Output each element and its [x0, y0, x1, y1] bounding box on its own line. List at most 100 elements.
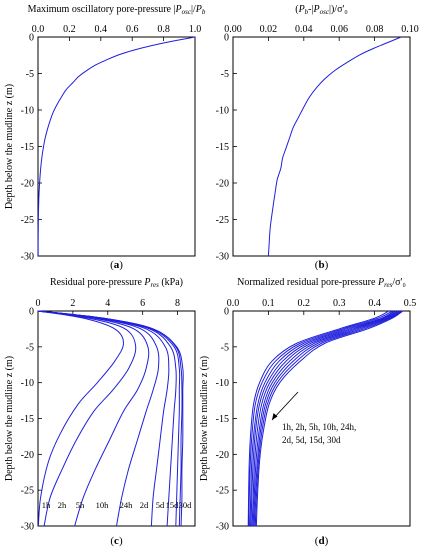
x-tick-label: 0 [36, 298, 41, 309]
panel-a: 0.0 0.2 0.4 0.6 0.8 1.0 0 -5 -10 -15 -20 -25 -30 Maxi… [4, 4, 206, 271]
series-line-15d [37, 310, 183, 527]
x-axis-title: (Pb-|Posc|)/σ'₀ [295, 4, 348, 16]
y-tick-label: -25 [21, 486, 34, 497]
y-tick-label: -5 [26, 69, 34, 80]
x-tick-label: 6 [140, 298, 145, 309]
x-tick-label: 0.4 [368, 298, 381, 309]
series-line [267, 36, 402, 257]
y-axis-title: Depth below the mudline z (m) [4, 356, 15, 481]
y-tick-label: -20 [216, 179, 229, 190]
x-tick-label: 0.2 [63, 24, 76, 35]
panel-d: 0.0 0.1 0.2 0.3 0.4 0.5 0 -5 -10 -15 -20 -25 -30 Norm… [199, 277, 416, 547]
series-line-24h [251, 310, 398, 527]
series-line-5d [37, 310, 181, 527]
y-axis-title: Depth below the mudline z (m) [199, 356, 210, 481]
series-label-15d: 15d [166, 500, 180, 510]
x-tick-label: 0.2 [298, 298, 311, 309]
x-tick-label: 0.3 [333, 298, 346, 309]
series-line-30d [37, 310, 184, 527]
x-tick-label: 0.0 [32, 24, 45, 35]
y-tick-label: -25 [21, 215, 34, 226]
annotation-text: 2d, 5d, 15d, 30d [282, 435, 341, 445]
annotation-arrow-line [271, 391, 299, 421]
y-tick-label: -30 [216, 252, 229, 263]
panel-c: 0 2 4 6 8 0 -5 -10 -15 -20 -25 -30 Residual pore-pre… [4, 277, 196, 547]
x-axis-title: Maximum oscillatory pore-pressure |Posc|… [28, 4, 206, 16]
y-axis-title: Depth below the mudline z (m) [4, 84, 15, 209]
y-tick-label: -20 [21, 179, 34, 190]
x-axis-title: Normalized residual pore-pressure Pres/σ… [237, 277, 406, 289]
y-tick-label: 0 [224, 33, 229, 44]
x-tick-label: 8 [175, 298, 180, 309]
y-tick-label: -20 [21, 450, 34, 461]
panel-label: (c) [110, 535, 123, 547]
series-line-10h [37, 310, 160, 527]
plot-frame [232, 36, 411, 257]
x-tick-label: 0.5 [404, 298, 417, 309]
y-tick-label: -15 [21, 142, 34, 153]
x-tick-label: 0.02 [260, 24, 278, 35]
series-label-2d: 2d [140, 500, 149, 510]
y-tick-label: 0 [224, 307, 229, 318]
y-tick-label: -25 [216, 486, 229, 497]
y-tick-label: -25 [216, 215, 229, 226]
x-tick-label: 0.04 [295, 24, 313, 35]
series-line-10h [250, 310, 397, 527]
x-axis-title: Residual pore-pressure Pres (kPa) [50, 277, 183, 289]
series-label-10h: 10h [96, 500, 110, 510]
series-line-1h [247, 310, 389, 527]
series-label-24h: 24h [120, 500, 134, 510]
series-line-15d [254, 310, 403, 527]
series-line-24h [37, 310, 170, 527]
series-line [37, 36, 196, 257]
x-tick-label: 1.0 [189, 24, 202, 35]
y-tick-label: -5 [221, 69, 229, 80]
y-tick-label: -15 [21, 414, 34, 425]
series-label-2h: 2h [58, 500, 67, 510]
y-tick-label: -5 [26, 342, 34, 353]
x-tick-label: 0.00 [224, 24, 242, 35]
series-line-2d [37, 310, 177, 527]
y-tick-label: -10 [21, 378, 34, 389]
y-tick-label: -30 [21, 522, 34, 533]
panel-label: (d) [315, 535, 329, 547]
y-tick-label: -20 [216, 450, 229, 461]
panel-label: (a) [110, 259, 123, 271]
y-tick-label: -30 [21, 252, 34, 263]
series-label-5h: 5h [76, 500, 85, 510]
x-tick-label: 0.8 [157, 24, 170, 35]
x-tick-label: 0.1 [262, 298, 275, 309]
y-tick-label: -10 [216, 106, 229, 117]
y-tick-label: 0 [29, 33, 34, 44]
series-line-2h [248, 310, 393, 527]
plot-frame [37, 36, 196, 257]
annotation-text: 1h, 2h, 5h, 10h, 24h, [282, 422, 356, 432]
x-tick-label: 4 [105, 298, 110, 309]
x-tick-label: 0.10 [401, 24, 419, 35]
x-tick-label: 0.06 [330, 24, 348, 35]
series-line-30d [255, 310, 404, 527]
series-line-2d [252, 310, 400, 527]
y-tick-label: 0 [29, 307, 34, 318]
y-tick-label: -10 [216, 378, 229, 389]
series-label-5d: 5d [156, 500, 165, 510]
series-line-1h [37, 310, 124, 527]
x-tick-label: 0.4 [95, 24, 108, 35]
series-line-5d [253, 310, 402, 527]
y-tick-label: -10 [21, 106, 34, 117]
y-tick-label: -15 [216, 414, 229, 425]
series-line-2h [37, 310, 137, 527]
x-tick-label: 0.6 [126, 24, 139, 35]
series-label-30d: 30d [179, 500, 193, 510]
series-line-5h [249, 310, 395, 527]
annotation-arrow-head [272, 413, 278, 420]
panel-label: (b) [315, 259, 329, 271]
panel-b: 0.00 0.02 0.04 0.06 0.08 0.10 0 -5 -10 -15 -20 -25 -… [216, 4, 419, 271]
x-tick-label: 2 [70, 298, 75, 309]
y-tick-label: -15 [216, 142, 229, 153]
x-tick-label: 0.0 [227, 298, 240, 309]
series-label-1h: 1h [42, 500, 51, 510]
series-line-5h [37, 310, 150, 527]
y-tick-label: -5 [221, 342, 229, 353]
